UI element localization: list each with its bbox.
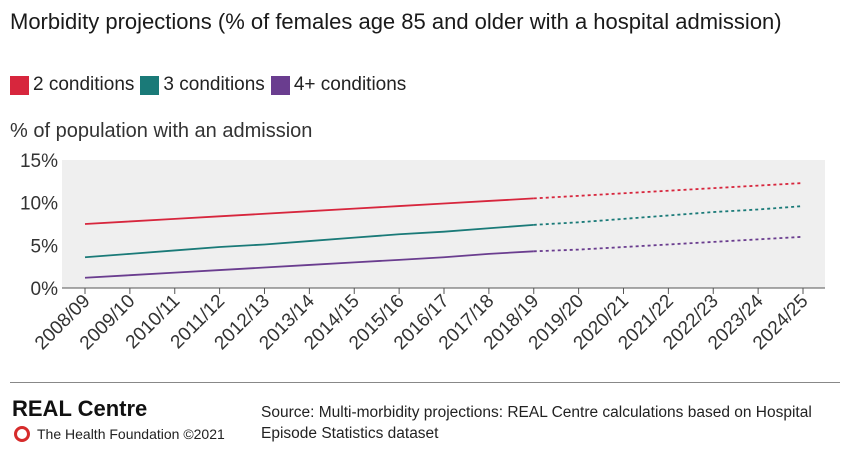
y-tick-label: 5% [31, 236, 59, 257]
source-note: Source: Multi-morbidity projections: REA… [261, 404, 812, 442]
y-tick-label: 0% [31, 279, 59, 300]
health-foundation-logo-icon [14, 426, 30, 442]
plot-area [62, 160, 825, 288]
chart-title: Morbidity projections (% of females age … [10, 9, 782, 34]
footer-divider [10, 382, 840, 383]
legend-label-2-conditions: 2 conditions [33, 74, 135, 95]
legend-swatch-4plus-conditions [270, 75, 290, 95]
chart-legend: 2 conditions 3 conditions 4+ conditions [10, 74, 412, 96]
legend-item-4plus-conditions: 4+ conditions [270, 74, 407, 96]
y-tick-label: 10% [20, 194, 58, 215]
y-tick-label: 15% [20, 151, 58, 172]
legend-label-3-conditions: 3 conditions [163, 74, 265, 95]
chart-canvas: 0%5%10%15%2008/092009/102010/112011/1220… [20, 151, 825, 354]
legend-swatch-3-conditions [140, 75, 160, 95]
legend-label-4plus-conditions: 4+ conditions [293, 74, 407, 95]
brand-org: The Health Foundation ©2021 [14, 426, 225, 442]
legend-swatch-2-conditions [10, 75, 29, 95]
legend-item-3-conditions: 3 conditions [140, 74, 265, 96]
legend-item-2-conditions: 2 conditions [10, 74, 134, 96]
y-axis-title: % of population with an admission [10, 120, 313, 142]
brand-name: REAL Centre [12, 396, 148, 421]
brand-org-label: The Health Foundation ©2021 [37, 426, 225, 442]
